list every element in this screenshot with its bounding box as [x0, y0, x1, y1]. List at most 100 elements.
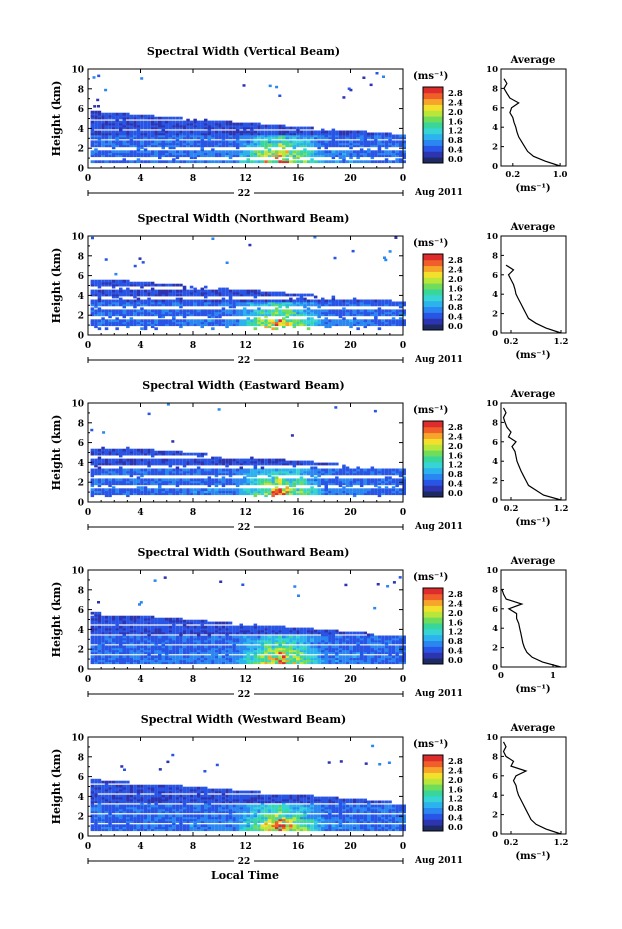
x-tick-label: 20: [344, 842, 357, 852]
y-tick-label: 10: [71, 567, 84, 577]
x-tick-label: 0: [400, 341, 406, 351]
y-tick-label: 0: [78, 332, 84, 342]
colorbar-segment: [423, 617, 443, 624]
average-x-label: (ms⁻¹): [515, 684, 550, 695]
colorbar-segment: [423, 426, 443, 434]
y-tick-label: 2: [78, 145, 84, 155]
y-tick-label: 4: [78, 292, 84, 302]
colorbar-tick-label: 0.8: [448, 637, 463, 647]
average-x-tick-label: 0: [498, 671, 504, 681]
average-x-tick-label: 1: [550, 671, 556, 681]
colorbar-tick-label: 0.4: [448, 480, 463, 490]
colorbar-segment: [423, 300, 443, 308]
colorbar-segment: [423, 790, 443, 797]
x-tick-label: 4: [137, 675, 143, 685]
panel-title: Spectral Width (Northward Beam): [138, 212, 350, 225]
colorbar-tick-label: 2.4: [448, 432, 463, 442]
colorbar-segment: [423, 807, 443, 814]
y-tick-label: 6: [78, 439, 84, 449]
average-title: Average: [510, 389, 556, 400]
colorbar-segment: [423, 127, 443, 135]
average-frame: [500, 235, 567, 334]
colorbar-segment: [423, 104, 443, 111]
colorbar-tick-label: 0.0: [448, 823, 463, 833]
colorbar-unit-label: (ms⁻¹): [413, 71, 448, 82]
colorbar-frame: [422, 587, 444, 665]
y-axis-label: Height (km): [50, 81, 63, 157]
average-y-tick-label: 6: [492, 605, 498, 615]
y-tick-label: 6: [78, 773, 84, 783]
colorbar-tick-label: 1.6: [448, 117, 463, 127]
average-y-tick-label: 10: [486, 733, 498, 743]
average-x-label: (ms⁻¹): [515, 183, 550, 194]
average-y-tick-label: 10: [486, 566, 498, 576]
colorbar-segment: [423, 289, 443, 296]
colorbar-tick-label: 0.4: [448, 647, 463, 657]
colorbar-segment: [423, 491, 443, 498]
average-y-tick-label: 2: [492, 143, 498, 153]
colorbar-tick-label: 2.8: [448, 256, 463, 266]
colorbar-tick-label: 2.0: [448, 442, 463, 452]
x-tick-label: 0: [400, 675, 406, 685]
y-tick-label: 2: [78, 813, 84, 823]
average-y-tick-label: 6: [492, 772, 498, 782]
y-tick-label: 0: [78, 833, 84, 843]
colorbar-tick-label: 2.0: [448, 609, 463, 619]
average-x-label: (ms⁻¹): [515, 517, 550, 528]
date-label: Aug 2011: [414, 856, 463, 866]
x-tick-label: 16: [292, 341, 305, 351]
colorbar-tick-label: 1.2: [448, 294, 463, 304]
x-tick-label: 20: [344, 675, 357, 685]
x-tick-label: 0: [85, 842, 91, 852]
colorbar-segment: [423, 98, 443, 105]
y-tick-label: 6: [78, 105, 84, 115]
colorbar-segment: [423, 760, 443, 768]
average-profile-line: [502, 741, 562, 835]
colorbar-tick-label: 0.0: [448, 489, 463, 499]
day-label: 22: [238, 690, 251, 700]
colorbar-segment: [423, 444, 443, 451]
average-x-tick-label: 0.2: [504, 838, 519, 848]
average-title: Average: [510, 222, 556, 233]
colorbar-segment: [423, 283, 443, 290]
colorbar-tick-label: 1.6: [448, 451, 463, 461]
colorbar-segment: [423, 432, 443, 439]
colorbar-segment: [423, 259, 443, 267]
colorbar-tick-label: 2.8: [448, 423, 463, 433]
colorbar-segment: [423, 133, 443, 141]
panel-4: Spectral Width (Southward Beam)0246810He…: [50, 546, 567, 700]
average-x-tick-label: 1.0: [553, 170, 568, 180]
average-y-tick-label: 8: [492, 418, 498, 428]
colorbar-tick-label: 1.2: [448, 628, 463, 638]
heatmap-cells: [90, 236, 406, 331]
average-title: Average: [510, 723, 556, 734]
colorbar-tick-label: 0.8: [448, 303, 463, 313]
x-tick-label: 12: [239, 174, 252, 184]
colorbar-segment: [423, 588, 443, 595]
y-tick-label: 8: [78, 753, 84, 763]
x-tick-label: 20: [344, 508, 357, 518]
colorbar-segment: [423, 467, 443, 475]
colorbar-segment: [423, 318, 443, 325]
colorbar-segment: [423, 766, 443, 773]
colorbar-tick-label: 2.8: [448, 590, 463, 600]
y-tick-label: 10: [71, 66, 84, 76]
x-tick-label: 8: [190, 508, 196, 518]
colorbar-tick-label: 2.4: [448, 98, 463, 108]
colorbar-tick-label: 0.0: [448, 322, 463, 332]
colorbar-segment: [423, 139, 443, 146]
x-tick-label: 12: [239, 341, 252, 351]
panel-title: Spectral Width (Westward Beam): [141, 713, 346, 726]
average-x-tick-label: 0.2: [504, 337, 519, 347]
heatmap-cells: [90, 403, 406, 498]
colorbar-tick-label: 2.4: [448, 766, 463, 776]
colorbar-segment: [423, 784, 443, 791]
y-tick-label: 4: [78, 626, 84, 636]
x-tick-label: 8: [190, 174, 196, 184]
y-tick-label: 4: [78, 125, 84, 135]
y-axis-label: Height (km): [50, 749, 63, 825]
x-tick-label: 0: [400, 508, 406, 518]
average-y-tick-label: 10: [486, 65, 498, 75]
x-tick-label: 0: [85, 174, 91, 184]
